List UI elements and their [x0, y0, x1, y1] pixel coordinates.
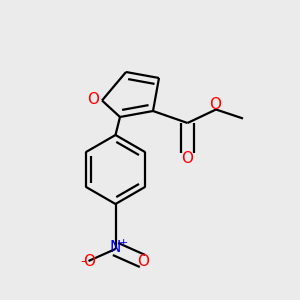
- Text: O: O: [137, 254, 149, 269]
- Text: –: –: [80, 255, 86, 268]
- Text: O: O: [209, 97, 221, 112]
- Text: O: O: [181, 151, 193, 166]
- Text: O: O: [83, 254, 95, 269]
- Text: N: N: [110, 240, 121, 255]
- Text: O: O: [87, 92, 99, 106]
- Text: +: +: [118, 238, 128, 248]
